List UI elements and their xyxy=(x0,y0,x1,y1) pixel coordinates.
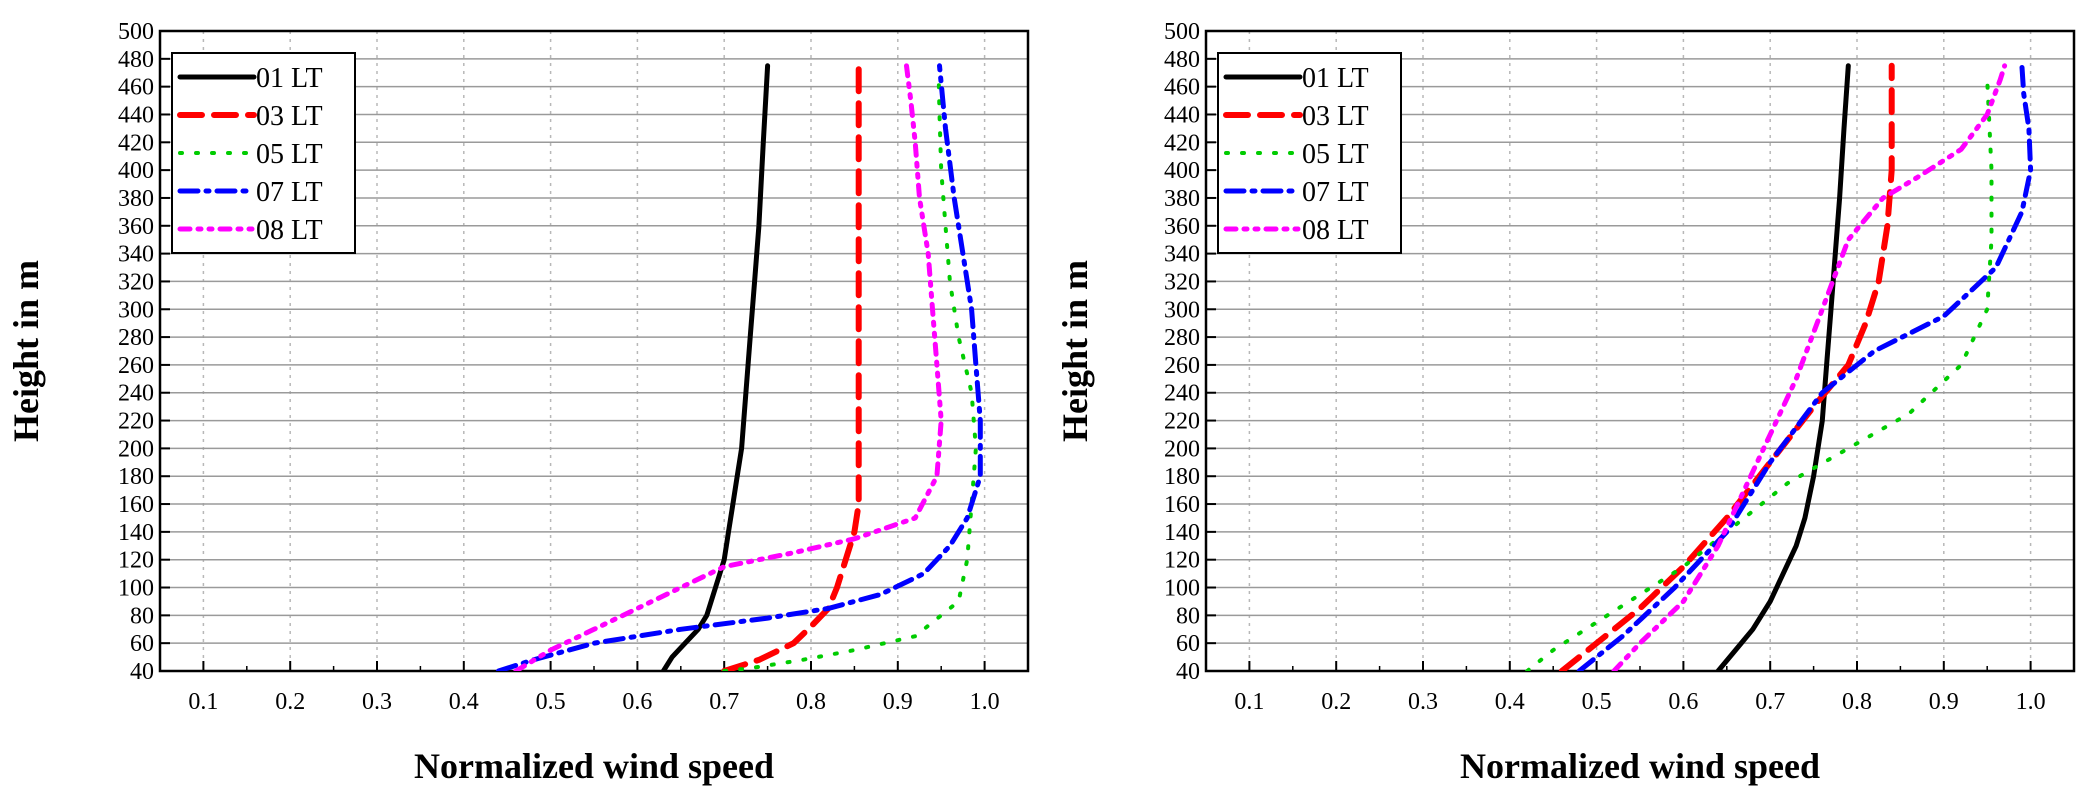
series-line-03-lt xyxy=(721,62,862,671)
y-tick-label: 80 xyxy=(1176,603,1200,629)
y-tick-label: 460 xyxy=(118,75,154,101)
x-axis-title: Normalized wind speed xyxy=(414,746,774,786)
legend-label: 05 LT xyxy=(256,139,323,170)
y-tick-label: 460 xyxy=(1164,75,1200,101)
plot-frame xyxy=(1204,29,2076,673)
y-tick-label: 380 xyxy=(118,186,154,212)
y-axis-title: Height in m xyxy=(6,260,46,442)
y-tick-label: 120 xyxy=(118,548,154,574)
series-line-07-lt xyxy=(496,63,983,671)
y-tick-label: 220 xyxy=(118,409,154,435)
legend-label: 05 LT xyxy=(1302,139,1369,170)
y-tick-label: 280 xyxy=(118,325,154,351)
y-tick-label: 300 xyxy=(1164,297,1200,323)
x-tick-label: 0.9 xyxy=(883,689,913,715)
y-tick-label: 120 xyxy=(1164,548,1200,574)
y-tick-label: 140 xyxy=(1164,520,1200,546)
x-tick-label: 0.5 xyxy=(536,689,566,715)
y-tick-label: 240 xyxy=(118,381,154,407)
y-tick-label: 180 xyxy=(118,464,154,490)
legend-label: 08 LT xyxy=(256,215,323,246)
legend-label: 01 LT xyxy=(1302,63,1369,94)
y-tick-label: 340 xyxy=(1164,242,1200,268)
legend-label: 07 LT xyxy=(256,177,323,208)
y-tick-label: 40 xyxy=(1176,659,1200,685)
x-tick-label: 1.0 xyxy=(970,689,1000,715)
y-tick-label: 300 xyxy=(118,297,154,323)
y-tick-label: 360 xyxy=(118,214,154,240)
y-tick-label: 420 xyxy=(1164,130,1200,156)
x-axis-title: Normalized wind speed xyxy=(1460,746,1820,786)
y-tick-label: 140 xyxy=(118,520,154,546)
y-tick-label: 260 xyxy=(118,353,154,379)
legend-label: 08 LT xyxy=(1302,215,1369,246)
y-tick-label: 160 xyxy=(1164,492,1200,518)
legend-label: 03 LT xyxy=(256,101,323,132)
y-tick-label: 60 xyxy=(130,631,154,657)
series-line-05-lt xyxy=(722,70,978,671)
y-tick-label: 40 xyxy=(130,659,154,685)
plot-frame xyxy=(158,29,1030,673)
x-tick-label: 0.6 xyxy=(1668,689,1698,715)
y-tick-label: 420 xyxy=(118,130,154,156)
series-line-07-lt xyxy=(1576,63,2034,671)
y-tick-label: 100 xyxy=(1164,576,1200,602)
x-tick-label: 0.6 xyxy=(622,689,652,715)
x-tick-label: 0.7 xyxy=(709,689,739,715)
y-tick-label: 320 xyxy=(1164,269,1200,295)
y-tick-label: 60 xyxy=(1176,631,1200,657)
x-tick-label: 0.3 xyxy=(362,689,392,715)
y-tick-label: 500 xyxy=(118,19,154,45)
x-tick-label: 1.0 xyxy=(2016,689,2046,715)
x-tick-label: 0.5 xyxy=(1582,689,1612,715)
legend-label: 03 LT xyxy=(1302,101,1369,132)
y-tick-label: 480 xyxy=(118,47,154,73)
y-tick-label: 280 xyxy=(1164,325,1200,351)
y-tick-label: 500 xyxy=(1164,19,1200,45)
series-line-01-lt xyxy=(1715,63,1851,671)
y-tick-label: 200 xyxy=(1164,436,1200,462)
x-tick-label: 0.7 xyxy=(1755,689,1785,715)
y-tick-label: 260 xyxy=(1164,353,1200,379)
series-line-08-lt xyxy=(1611,63,2008,671)
x-tick-label: 0.1 xyxy=(188,689,218,715)
y-tick-label: 340 xyxy=(118,242,154,268)
x-tick-label: 0.2 xyxy=(275,689,305,715)
x-tick-label: 0.4 xyxy=(1495,689,1525,715)
y-tick-label: 200 xyxy=(118,436,154,462)
x-tick-label: 0.4 xyxy=(449,689,479,715)
y-tick-label: 440 xyxy=(118,102,154,128)
left-panel: 0.1 0.2 0.3 0.4 0.5 0.6 0.7 0.8 0.9 1.04060801001… xyxy=(6,19,1030,786)
y-tick-label: 400 xyxy=(1164,158,1200,184)
y-tick-label: 360 xyxy=(1164,214,1200,240)
x-tick-label: 0.1 xyxy=(1234,689,1264,715)
y-tick-label: 440 xyxy=(1164,102,1200,128)
y-tick-label: 400 xyxy=(118,158,154,184)
x-tick-label: 0.9 xyxy=(1929,689,1959,715)
legend-box xyxy=(1217,52,1402,254)
legend-label: 07 LT xyxy=(1302,177,1369,208)
y-tick-label: 240 xyxy=(1164,381,1200,407)
y-tick-label: 380 xyxy=(1164,186,1200,212)
legend-label: 01 LT xyxy=(256,63,323,94)
y-tick-label: 160 xyxy=(118,492,154,518)
series-line-08-lt xyxy=(513,63,944,671)
y-tick-label: 480 xyxy=(1164,47,1200,73)
x-tick-label: 0.2 xyxy=(1321,689,1351,715)
right-panel: 0.1 0.2 0.3 0.4 0.5 0.6 0.7 0.8 0.9 1.04060801001… xyxy=(1055,19,2076,786)
y-tick-label: 180 xyxy=(1164,464,1200,490)
x-tick-label: 0.8 xyxy=(1842,689,1872,715)
y-tick-label: 320 xyxy=(118,269,154,295)
x-tick-label: 0.8 xyxy=(796,689,826,715)
x-tick-label: 0.3 xyxy=(1408,689,1438,715)
y-tick-label: 80 xyxy=(130,603,154,629)
y-tick-label: 220 xyxy=(1164,409,1200,435)
y-axis-title: Height in m xyxy=(1055,260,1095,442)
series-line-01-lt xyxy=(660,63,771,671)
y-tick-label: 100 xyxy=(118,576,154,602)
legend-box xyxy=(171,52,356,254)
